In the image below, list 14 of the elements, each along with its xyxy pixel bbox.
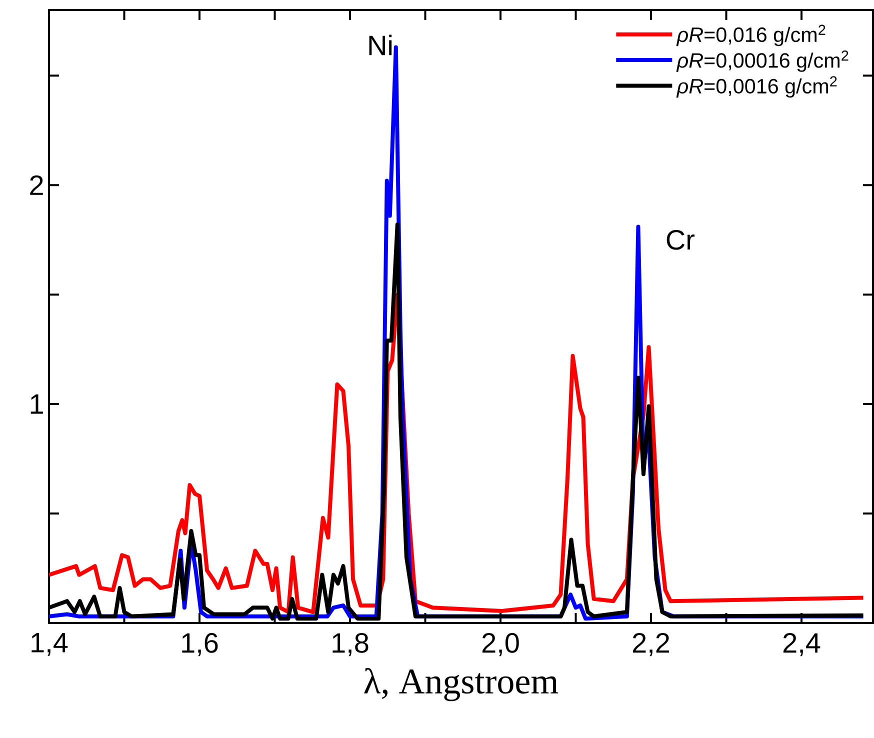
x-tick-label: 2,2 xyxy=(632,633,670,656)
x-tick-label: 2,0 xyxy=(482,633,519,656)
x-tick-label: 2,4 xyxy=(783,633,820,656)
legend-label: ρR=0,016 g/cm$^{2}$ xyxy=(676,24,826,46)
x-tick-label: 1,8 xyxy=(332,633,368,656)
annotation: Cr xyxy=(666,230,695,250)
y-tick-label: 2 xyxy=(30,175,43,195)
annotation: Ni xyxy=(369,34,392,56)
legend-label: ρR=0,0016 g/cm$^{2}$ xyxy=(676,76,837,98)
x-tick-label: 1,4 xyxy=(32,633,68,656)
x-axis-title: λ, Angstroem xyxy=(364,668,558,702)
y-tick-label: 1 xyxy=(30,394,43,414)
x-tick-label: 1,6 xyxy=(182,633,218,656)
legend-label: ρR=0,00016 g/cm$^{2}$ xyxy=(676,50,848,72)
